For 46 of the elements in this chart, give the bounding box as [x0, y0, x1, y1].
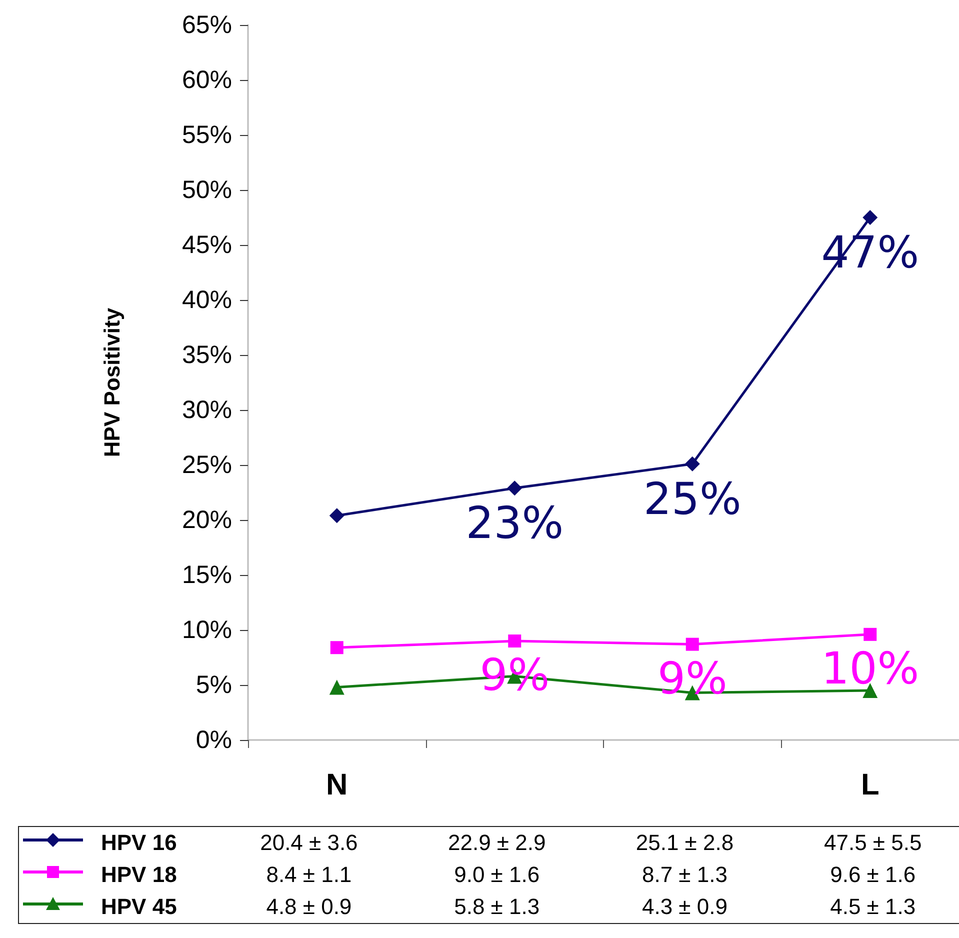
text: 9.6 ± 1.6 — [829, 861, 917, 889]
text: 4.3 ± 0.9 — [640, 893, 728, 921]
point — [684, 456, 700, 472]
point — [862, 210, 878, 225]
data-label: 25% — [643, 474, 742, 525]
y-tick-label: 15% — [182, 561, 232, 589]
data-label: 9% — [657, 653, 728, 704]
y-tick-label: 30% — [182, 396, 232, 424]
text: 8.4 ± 1.1 — [265, 861, 353, 889]
x-tick-label: N — [326, 768, 348, 802]
text: 9.0 ± 1.6 — [453, 861, 541, 889]
y-tick-label: 65% — [182, 11, 232, 39]
y-tick-label: 35% — [182, 341, 232, 369]
point — [507, 480, 522, 496]
point — [508, 634, 522, 648]
y-tick-label: 0% — [196, 726, 232, 754]
y-tick-label: 5% — [196, 671, 232, 699]
text: 47.5 ± 5.5 — [822, 829, 923, 857]
legend-label: HPV 45 — [100, 893, 178, 921]
x-tick-label: L — [860, 768, 880, 802]
text: 22.9 ± 2.9 — [446, 829, 547, 857]
text: 4.5 ± 1.3 — [829, 893, 917, 921]
y-tick-label: 40% — [182, 286, 232, 314]
text: 25.1 ± 2.8 — [634, 829, 735, 857]
y-tick-label: 55% — [182, 121, 232, 149]
text: 20.4 ± 3.6 — [259, 829, 359, 857]
point — [329, 508, 344, 524]
y-tick-label: 10% — [182, 616, 232, 644]
point — [862, 683, 878, 698]
legend-label: HPV 16 — [100, 829, 178, 857]
text: 5.8 ± 1.3 — [453, 893, 541, 921]
legend-label: HPV 18 — [100, 861, 178, 889]
y-tick-label: 50% — [182, 176, 232, 204]
y-axis-title: HPV Positivity — [100, 307, 124, 458]
point — [329, 680, 344, 695]
data-label: 10% — [821, 643, 920, 694]
point — [686, 638, 699, 651]
data-label: 23% — [466, 498, 564, 550]
y-tick-label: 45% — [182, 231, 232, 259]
point — [864, 628, 877, 641]
text: 4.8 ± 0.9 — [265, 893, 353, 921]
text: 8.7 ± 1.3 — [640, 861, 728, 889]
point — [330, 641, 344, 654]
y-tick-label: 25% — [182, 451, 232, 479]
y-tick-label: 60% — [182, 66, 232, 94]
y-tick-label: 20% — [182, 506, 232, 534]
